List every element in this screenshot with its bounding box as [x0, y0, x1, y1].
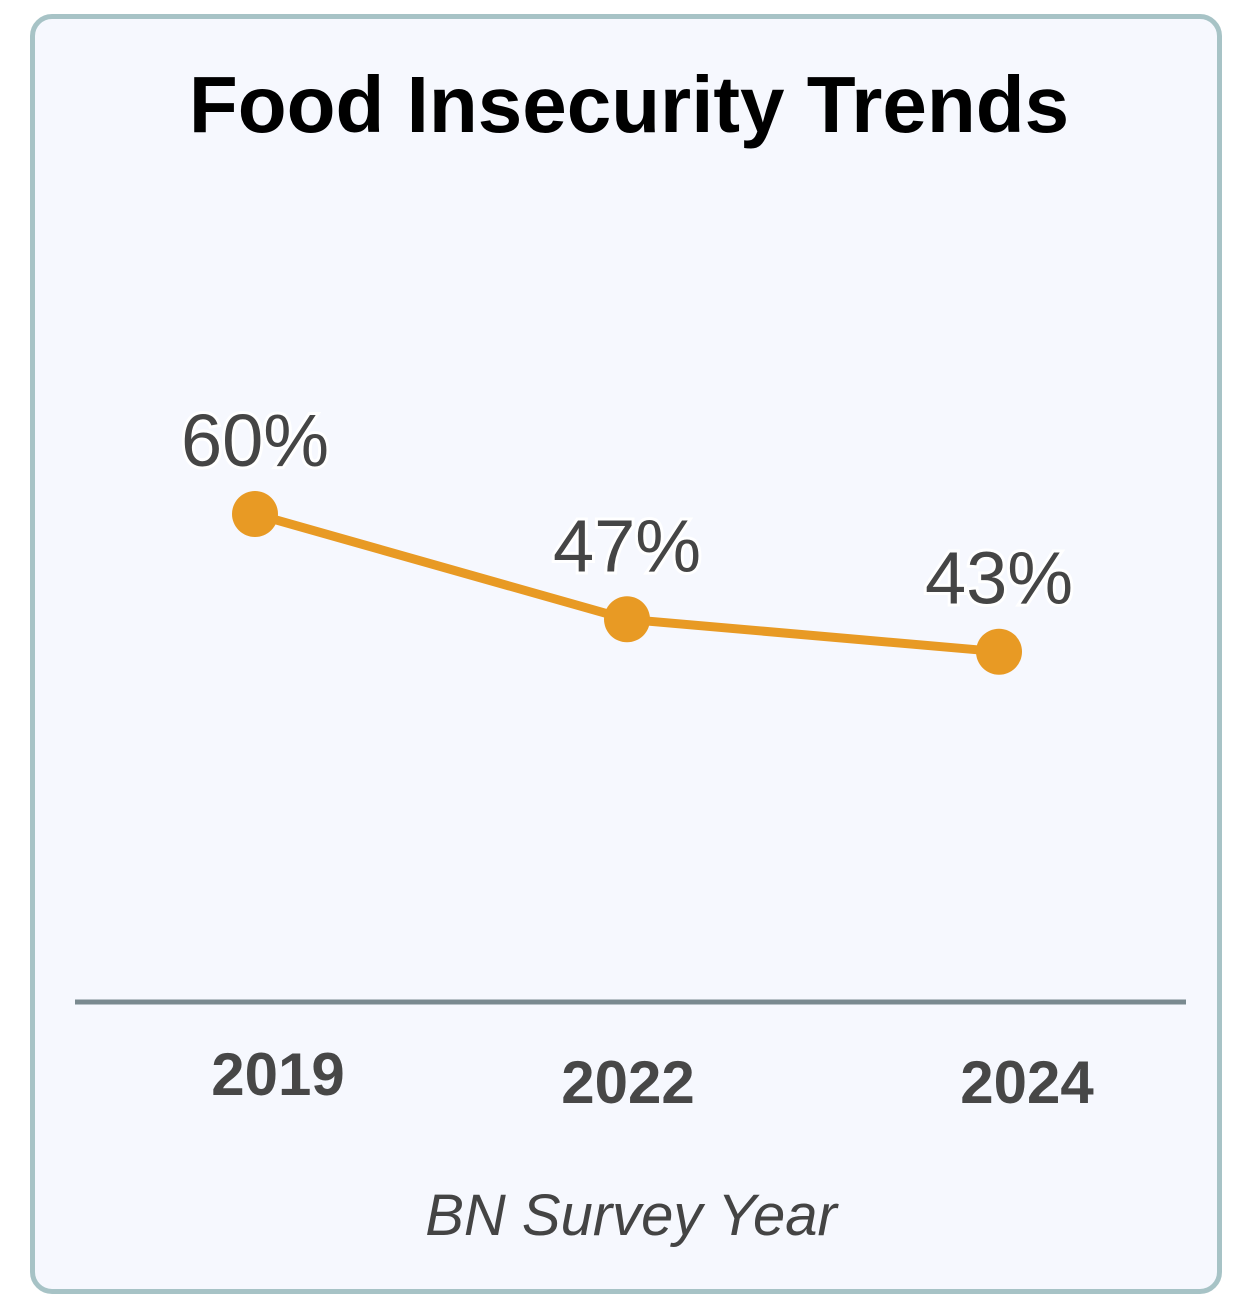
x-tick-labels: 2019 2022 2024 [211, 1041, 1094, 1116]
data-point-2024 [976, 628, 1022, 675]
data-points [232, 491, 1022, 675]
data-label-2022: 47% [553, 504, 701, 587]
data-labels: 60% 47% 43% [178, 396, 1076, 623]
x-axis-title: BN Survey Year [425, 1183, 839, 1248]
line-chart: Food Insecurity Trends 60% 47% 43% 2019 202… [75, 60, 1186, 1248]
x-tick-label-2019: 2019 [211, 1041, 344, 1108]
chart-title: Food Insecurity Trends [189, 60, 1069, 149]
chart-card [30, 14, 1222, 1294]
data-label-2024: 43% [925, 537, 1073, 620]
x-tick-label-2024: 2024 [960, 1049, 1094, 1116]
x-tick-label-2022: 2022 [561, 1049, 694, 1116]
data-point-2019 [232, 491, 278, 537]
data-point-2022 [604, 596, 650, 643]
data-label-2019: 60% [181, 399, 329, 482]
